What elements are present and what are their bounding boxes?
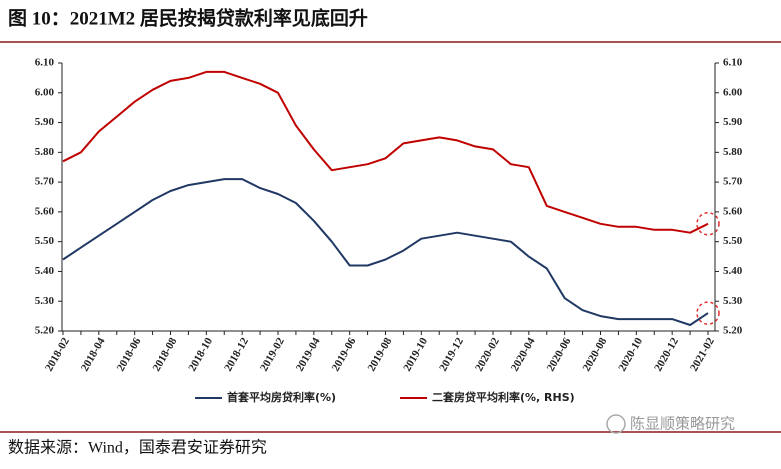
x-tick-label: 2018-02	[43, 335, 72, 373]
y-tick-label: 5.50	[35, 235, 55, 247]
x-tick-label: 2019-08	[366, 335, 395, 373]
y-tick-label: 5.20	[35, 325, 55, 337]
y2-tick-label: 5.80	[723, 146, 743, 158]
legend-label: 二套房贷平均利率(%, RHS)	[432, 390, 575, 404]
watermark: 陈显顺策略研究	[630, 415, 735, 433]
y2-tick-label: 5.20	[723, 325, 743, 337]
chart-title: 图 10：2021M2 居民按揭贷款利率见底回升	[8, 6, 368, 29]
x-tick-label: 2018-08	[151, 335, 180, 373]
x-tick-label: 2020-08	[581, 335, 610, 373]
x-tick-label: 2019-04	[294, 335, 323, 373]
x-tick-label: 2020-06	[545, 335, 574, 373]
legend-label: 首套平均房贷利率(%)	[227, 390, 336, 404]
x-tick-label: 2020-10	[616, 335, 645, 373]
x-tick-label: 2018-12	[222, 335, 251, 373]
x-tick-label: 2019-10	[401, 335, 430, 373]
x-tick-label: 2020-02	[473, 335, 502, 373]
watermark-icon	[606, 414, 626, 434]
y-tick-label: 5.90	[35, 116, 55, 128]
y2-tick-label: 5.60	[723, 205, 743, 217]
series-line	[62, 70, 709, 234]
highlight-circle	[696, 301, 720, 325]
y2-tick-label: 5.30	[723, 295, 743, 307]
y-tick-label: 5.30	[35, 295, 55, 307]
source: 数据来源：Wind，国泰君安证券研究	[8, 439, 267, 457]
y-tick-label: 5.70	[35, 176, 55, 188]
y-tick-label: 5.60	[35, 205, 55, 217]
series-line	[62, 178, 709, 326]
x-tick-label: 2019-06	[330, 335, 359, 373]
highlight-circle	[696, 212, 720, 236]
x-tick-label: 2020-12	[652, 335, 681, 373]
y2-tick-label: 5.40	[723, 265, 743, 277]
x-tick-label: 2019-12	[437, 335, 466, 373]
y-tick-label: 6.00	[35, 86, 55, 98]
x-tick-label: 2018-06	[115, 335, 144, 373]
y2-tick-label: 5.50	[723, 235, 743, 247]
y2-tick-label: 6.10	[723, 57, 743, 69]
y-tick-label: 5.80	[35, 146, 55, 158]
y2-tick-label: 5.70	[723, 176, 743, 188]
x-tick-label: 2020-04	[509, 335, 538, 373]
y2-tick-label: 5.90	[723, 116, 743, 128]
x-tick-label: 2018-04	[79, 335, 108, 373]
y-tick-label: 5.40	[35, 265, 55, 277]
x-tick-label: 2019-02	[258, 335, 287, 373]
x-tick-label: 2021-02	[688, 335, 717, 373]
y-tick-label: 6.10	[35, 57, 55, 69]
x-tick-label: 2018-10	[186, 335, 215, 373]
y2-tick-label: 6.00	[723, 86, 743, 98]
